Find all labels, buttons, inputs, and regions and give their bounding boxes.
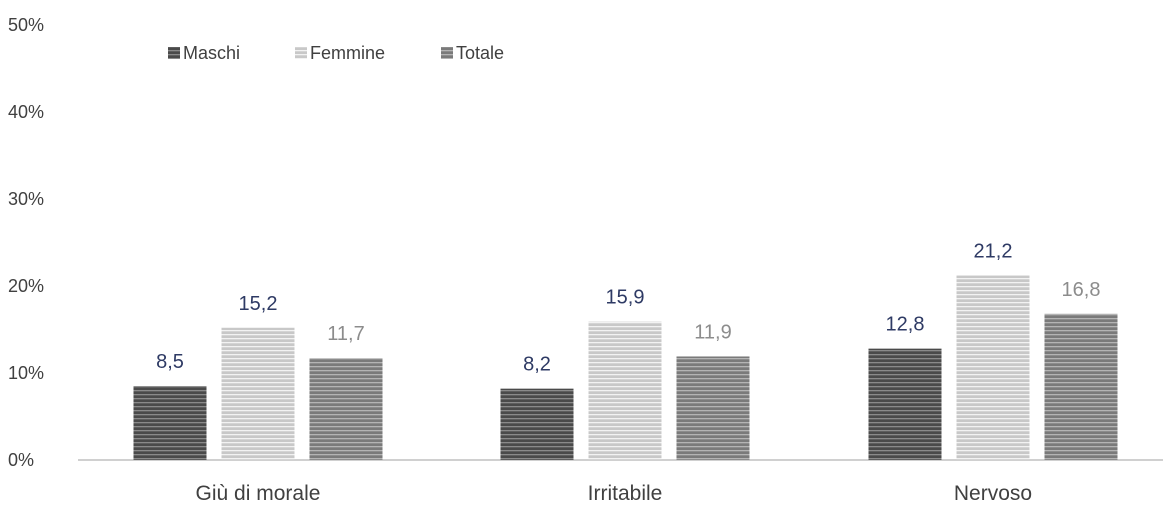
y-tick-label: 40%	[8, 102, 44, 122]
data-label: 15,9	[606, 287, 645, 309]
bar-maschi	[133, 386, 207, 460]
bar-femmine	[588, 321, 662, 460]
y-tick-label: 10%	[8, 363, 44, 383]
legend-swatch	[441, 47, 453, 59]
data-label: 16,8	[1062, 279, 1101, 301]
data-label: 12,8	[886, 314, 925, 336]
bar-maschi	[868, 348, 942, 460]
x-category-label: Nervoso	[954, 482, 1032, 504]
bar-femmine	[221, 327, 295, 460]
y-tick-label: 30%	[8, 189, 44, 209]
data-label: 8,5	[156, 351, 184, 373]
legend-item-maschi: Maschi	[168, 43, 240, 63]
data-label: 21,2	[974, 241, 1013, 263]
data-label: 8,2	[523, 354, 551, 376]
bar-maschi	[500, 388, 574, 460]
legend-item-totale: Totale	[441, 43, 504, 63]
data-label: 11,9	[694, 321, 731, 343]
legend-label: Totale	[456, 43, 504, 63]
legend-swatch	[168, 47, 180, 59]
y-tick-label: 20%	[8, 276, 44, 296]
y-tick-label: 50%	[8, 15, 44, 35]
legend-label: Femmine	[310, 43, 385, 63]
bar-totale	[676, 356, 750, 460]
data-label: 11,7	[327, 323, 364, 345]
bar-totale	[1044, 313, 1118, 460]
x-category-label: Irritabile	[588, 482, 663, 504]
bar-femmine	[956, 275, 1030, 460]
y-tick-label: 0%	[8, 450, 34, 470]
legend-label: Maschi	[183, 43, 240, 63]
data-label: 15,2	[239, 293, 278, 315]
bar-totale	[309, 358, 383, 460]
legend-swatch	[295, 47, 307, 59]
legend-item-femmine: Femmine	[295, 43, 385, 63]
x-category-label: Giù di morale	[196, 482, 321, 504]
